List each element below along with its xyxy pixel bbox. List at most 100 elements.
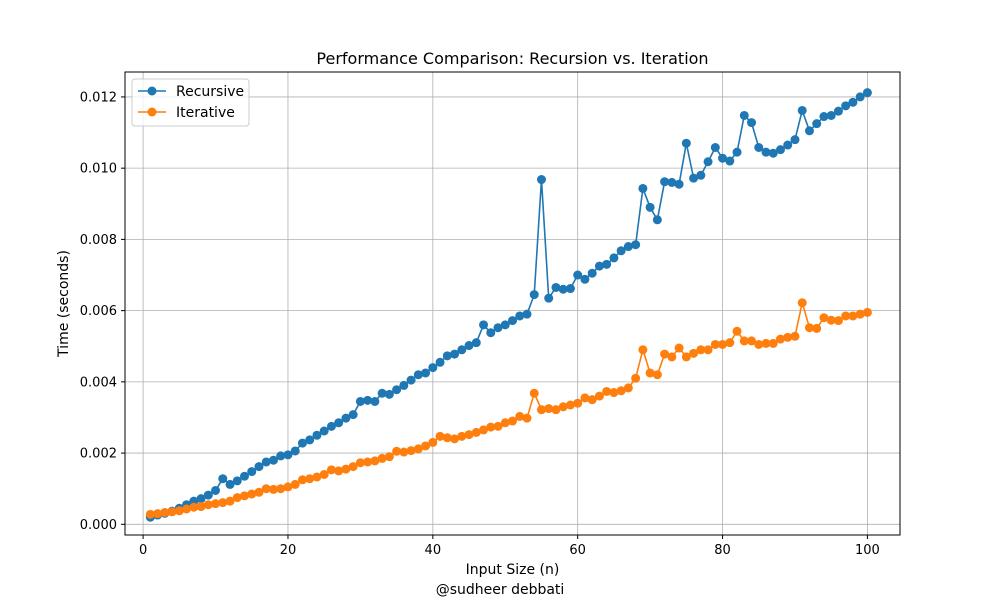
series-recursive [145, 88, 872, 522]
data-point-iterative [797, 298, 807, 308]
data-point-recursive [551, 282, 561, 292]
data-point-recursive [529, 290, 539, 300]
data-point-iterative [232, 493, 242, 503]
data-point-iterative [587, 395, 597, 405]
data-point-recursive [544, 293, 554, 303]
data-point-iterative [833, 316, 843, 326]
data-point-recursive [573, 270, 583, 280]
data-point-iterative [761, 338, 771, 348]
series-iterative [145, 298, 872, 519]
data-point-iterative [862, 307, 872, 317]
data-point-recursive [812, 119, 822, 129]
legend-label-iterative: Iterative [176, 105, 235, 121]
data-point-recursive [790, 135, 800, 145]
data-point-iterative [855, 309, 865, 319]
data-point-recursive [326, 421, 336, 431]
x-axis-ticks: 0 20 40 60 80 100 [139, 535, 880, 558]
data-point-recursive [565, 284, 575, 294]
data-point-iterative [826, 315, 836, 325]
data-point-recursive [833, 106, 843, 116]
data-point-recursive [710, 143, 720, 153]
data-point-recursive [747, 118, 757, 128]
data-point-iterative [283, 482, 293, 492]
x-tick-label: 40 [425, 543, 442, 558]
data-point-iterative [254, 487, 264, 497]
data-point-recursive [623, 242, 633, 252]
data-point-recursive [558, 284, 568, 294]
data-point-recursive [674, 179, 684, 189]
data-point-iterative [384, 452, 394, 462]
data-point-recursive [392, 385, 402, 395]
data-point-iterative [450, 434, 460, 444]
data-point-recursive [536, 175, 546, 185]
data-point-recursive [508, 316, 517, 326]
data-point-recursive [268, 455, 278, 465]
data-point-recursive [754, 143, 764, 153]
y-tick-label: 0.004 [80, 375, 117, 390]
data-point-iterative [240, 491, 250, 501]
data-point-iterative [319, 469, 329, 479]
data-point-iterative [247, 489, 257, 499]
y-axis-ticks: 0.000 0.002 0.004 0.006 0.008 0.010 0.012 [80, 90, 125, 533]
data-point-iterative [819, 313, 829, 323]
x-tick-label: 20 [280, 543, 297, 558]
data-point-iterative [536, 405, 546, 415]
data-point-recursive [652, 215, 662, 225]
data-point-recursive [319, 426, 329, 436]
data-point-iterative [145, 509, 155, 519]
x-tick-label: 80 [714, 543, 731, 558]
data-point-iterative [689, 348, 699, 358]
data-point-iterative [442, 433, 452, 443]
data-point-iterative [638, 345, 648, 355]
data-point-recursive [203, 490, 213, 500]
data-point-iterative [203, 500, 213, 510]
data-point-iterative [370, 456, 380, 466]
data-point-iterative [580, 393, 590, 403]
plot-area [125, 72, 900, 535]
data-point-recursive [377, 388, 387, 398]
data-point-iterative [754, 339, 764, 349]
data-point-iterative [348, 462, 358, 472]
credit-text: @sudheer debbati [436, 582, 565, 598]
x-tick-label: 60 [569, 543, 586, 558]
data-point-recursive [739, 110, 749, 120]
data-point-iterative [406, 446, 416, 456]
data-point-recursive [797, 105, 807, 115]
data-point-recursive [218, 474, 228, 484]
data-point-iterative [522, 413, 532, 423]
data-point-recursive [312, 430, 322, 440]
data-point-recursive [254, 462, 264, 472]
data-point-iterative [500, 418, 510, 428]
data-point-iterative [616, 386, 626, 396]
data-point-iterative [703, 345, 713, 355]
data-point-iterative [812, 323, 822, 333]
data-point-iterative [790, 331, 800, 341]
data-point-recursive [413, 370, 423, 380]
data-point-iterative [174, 506, 184, 516]
data-point-recursive [500, 320, 510, 330]
data-point-recursive [348, 410, 358, 420]
data-point-recursive [667, 177, 677, 187]
data-point-recursive [631, 240, 641, 250]
data-point-iterative [660, 349, 670, 359]
data-point-iterative [804, 323, 814, 333]
data-point-recursive [493, 323, 503, 333]
data-point-iterative [848, 311, 858, 321]
data-point-iterative [457, 431, 467, 441]
data-point-iterative [602, 386, 612, 396]
data-point-recursive [370, 396, 380, 406]
data-point-recursive [363, 395, 373, 405]
data-point-recursive [855, 92, 865, 102]
data-point-recursive [862, 88, 872, 98]
data-point-iterative [479, 425, 489, 435]
data-point-iterative [377, 453, 387, 463]
data-point-recursive [732, 147, 742, 157]
grid-lines [125, 72, 900, 535]
data-point-recursive [775, 145, 785, 155]
data-point-recursive [240, 471, 250, 481]
legend-label-recursive: Recursive [176, 84, 244, 100]
data-point-iterative [515, 411, 525, 421]
data-point-recursive [660, 177, 670, 187]
y-axis-title: Time (seconds) [56, 250, 72, 358]
